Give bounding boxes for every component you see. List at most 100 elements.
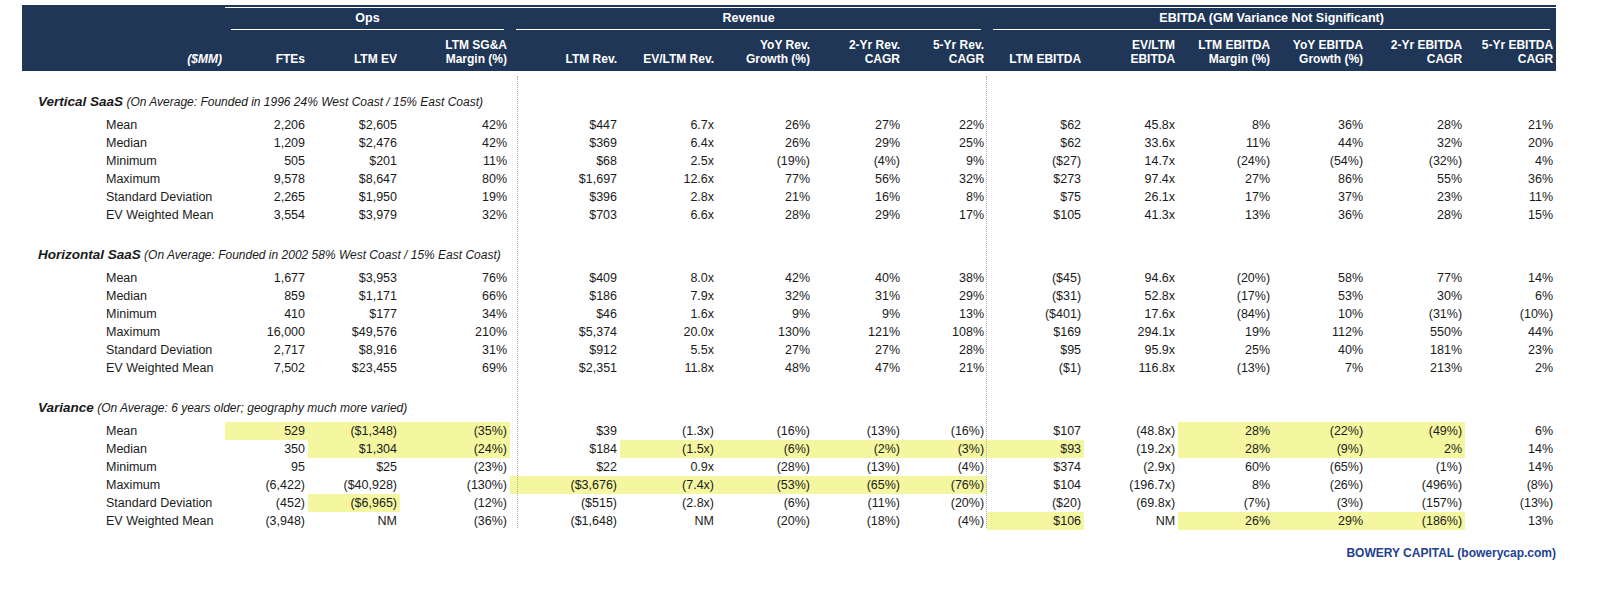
cell-ltm-ebitda: $95 — [987, 341, 1084, 359]
cell-2yr-ebitda-cagr: 32% — [1366, 134, 1465, 152]
cell-5yr-rev-cagr: 9% — [903, 152, 987, 170]
cell-5yr-rev-cagr: (4%) — [903, 458, 987, 476]
cell-ltm-ev: $25 — [308, 458, 400, 476]
cell-2yr-rev-cagr: 121% — [813, 323, 903, 341]
cell-ev-ltm-ebitda: 116.8x — [1084, 359, 1178, 377]
cell-ltm-sgna-margin: 31% — [400, 341, 510, 359]
cell-2yr-ebitda-cagr: 23% — [1366, 188, 1465, 206]
section-title-cell-variance: Variance (On Average: 6 years older; geo… — [22, 397, 1556, 418]
cell-yoy-ebitda-growth: (65%) — [1273, 458, 1366, 476]
cell-ftes: 410 — [225, 305, 308, 323]
cell-ltm-ev: $1,304 — [308, 440, 400, 458]
cell-ftes: 16,000 — [225, 323, 308, 341]
cell-ftes: 7,502 — [225, 359, 308, 377]
cell-ltm-ev: $3,953 — [308, 269, 400, 287]
cell-ltm-ebitda-margin: 27% — [1178, 170, 1273, 188]
cell-2yr-ebitda-cagr: (1%) — [1366, 458, 1465, 476]
column-header-line: CAGR — [903, 52, 984, 67]
cell-2yr-rev-cagr: (13%) — [813, 458, 903, 476]
cell-ltm-ebitda-margin: 28% — [1178, 422, 1273, 440]
cell-ev-ltm-ebitda: 97.4x — [1084, 170, 1178, 188]
cell-ev-ltm-ebitda: 94.6x — [1084, 269, 1178, 287]
section-title-row-variance: Variance (On Average: 6 years older; geo… — [22, 397, 1556, 418]
column-header-line: YoY Rev. — [717, 38, 810, 53]
section-subtitle-horizontal-saas: (On Average: Founded in 2002 58% West Co… — [141, 248, 501, 262]
cell-yoy-rev-growth: (16%) — [717, 422, 813, 440]
cell-ltm-sgna-margin: (35%) — [400, 422, 510, 440]
cell-ev-ltm-ebitda: 95.9x — [1084, 341, 1178, 359]
footer-credit: BOWERY CAPITAL (bowerycap.com) — [1346, 546, 1556, 560]
section-title-cell-vertical-saas: Vertical SaaS (On Average: Founded in 19… — [22, 91, 1556, 112]
cell-ltm-ev: $8,647 — [308, 170, 400, 188]
cell-ev-ltm-rev: 7.9x — [620, 287, 717, 305]
cell-ltm-ebitda-margin: 60% — [1178, 458, 1273, 476]
cell-ev-ltm-rev: NM — [620, 512, 717, 530]
cell-ev-ltm-ebitda: NM — [1084, 512, 1178, 530]
section-gap-horizontal-saas-cell — [22, 224, 1556, 244]
cell-ltm-sgna-margin: (36%) — [400, 512, 510, 530]
cell-yoy-ebitda-growth: 36% — [1273, 116, 1366, 134]
column-header-line: EBITDA — [1084, 52, 1175, 67]
section-gap-horizontal-saas — [22, 224, 1556, 244]
cell-5yr-rev-cagr: 13% — [903, 305, 987, 323]
cell-ltm-ebitda-margin: 28% — [1178, 440, 1273, 458]
column-header-ltm-ev: LTM EV — [308, 30, 400, 71]
table-row: Standard Deviation2,717$8,91631%$9125.5x… — [22, 341, 1556, 359]
row-label: Standard Deviation — [22, 341, 225, 359]
cell-5yr-ebitda-cagr: (8%) — [1465, 476, 1556, 494]
cell-yoy-ebitda-growth: 40% — [1273, 341, 1366, 359]
cell-ltm-sgna-margin: (24%) — [400, 440, 510, 458]
cell-yoy-ebitda-growth: (22%) — [1273, 422, 1366, 440]
cell-ltm-ebitda: $93 — [987, 440, 1084, 458]
cell-ftes: 505 — [225, 152, 308, 170]
cell-ltm-ev: ($6,965) — [308, 494, 400, 512]
cell-2yr-ebitda-cagr: 2% — [1366, 440, 1465, 458]
cell-ltm-rev: $2,351 — [510, 359, 620, 377]
table-header: OpsRevenueEBITDA (GM Variance Not Signif… — [22, 5, 1556, 71]
row-label: Mean — [22, 269, 225, 287]
cell-ftes: (6,422) — [225, 476, 308, 494]
cell-ltm-ebitda: $106 — [987, 512, 1084, 530]
section-subtitle-vertical-saas: (On Average: Founded in 1996 24% West Co… — [123, 95, 483, 109]
cell-2yr-rev-cagr: (18%) — [813, 512, 903, 530]
cell-ltm-rev: $68 — [510, 152, 620, 170]
table-body: Vertical SaaS (On Average: Founded in 19… — [22, 71, 1556, 530]
cell-ltm-ev: $8,916 — [308, 341, 400, 359]
cell-2yr-rev-cagr: 29% — [813, 134, 903, 152]
cell-ltm-ev: ($1,348) — [308, 422, 400, 440]
cell-yoy-ebitda-growth: 7% — [1273, 359, 1366, 377]
table-row: EV Weighted Mean(3,948)NM(36%)($1,648)NM… — [22, 512, 1556, 530]
cell-5yr-rev-cagr: (76%) — [903, 476, 987, 494]
cell-2yr-rev-cagr: 31% — [813, 287, 903, 305]
cell-yoy-rev-growth: 42% — [717, 269, 813, 287]
cell-ev-ltm-rev: (1.3x) — [620, 422, 717, 440]
cell-2yr-ebitda-cagr: (157%) — [1366, 494, 1465, 512]
cell-ltm-rev: $186 — [510, 287, 620, 305]
column-header-line: EV/LTM Rev. — [620, 52, 714, 67]
cell-5yr-ebitda-cagr: 4% — [1465, 152, 1556, 170]
cell-yoy-ebitda-growth: 10% — [1273, 305, 1366, 323]
cell-ev-ltm-rev: (7.4x) — [620, 476, 717, 494]
cell-2yr-rev-cagr: 47% — [813, 359, 903, 377]
cell-ltm-ev: $177 — [308, 305, 400, 323]
cell-ltm-ebitda-margin: 26% — [1178, 512, 1273, 530]
cell-ltm-sgna-margin: 69% — [400, 359, 510, 377]
cell-ltm-ebitda: $169 — [987, 323, 1084, 341]
cell-2yr-ebitda-cagr: 28% — [1366, 206, 1465, 224]
column-header-line: Growth (%) — [1273, 52, 1363, 67]
cell-ltm-ebitda-margin: 8% — [1178, 476, 1273, 494]
column-header-5yr-rev-cagr: 5-Yr Rev.CAGR — [903, 30, 987, 71]
cell-ftes: (3,948) — [225, 512, 308, 530]
group-header-row: OpsRevenueEBITDA (GM Variance Not Signif… — [22, 5, 1556, 30]
cell-ltm-ebitda: ($45) — [987, 269, 1084, 287]
cell-2yr-rev-cagr: 40% — [813, 269, 903, 287]
cell-ltm-sgna-margin: (23%) — [400, 458, 510, 476]
table-row: Median1,209$2,47642%$3696.4x26%29%25%$62… — [22, 134, 1556, 152]
cell-2yr-ebitda-cagr: 30% — [1366, 287, 1465, 305]
cell-yoy-rev-growth: 26% — [717, 116, 813, 134]
column-header-ltm-ebitda-margin: LTM EBITDAMargin (%) — [1178, 30, 1273, 71]
cell-2yr-rev-cagr: (2%) — [813, 440, 903, 458]
row-label: Maximum — [22, 170, 225, 188]
cell-2yr-rev-cagr: 29% — [813, 206, 903, 224]
cell-ltm-sgna-margin: 19% — [400, 188, 510, 206]
